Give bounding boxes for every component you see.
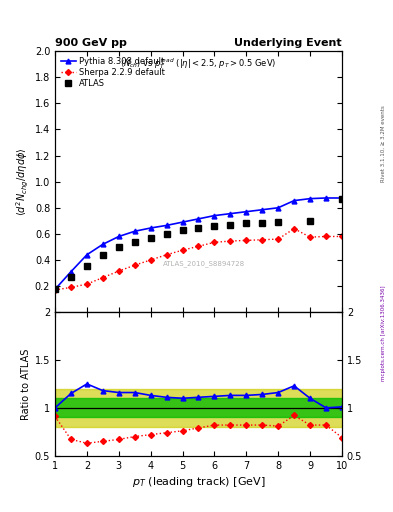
Text: $\langle N_{ch}\rangle$ vs $p_T^{lead}$ ($|\eta| < 2.5$, $p_T > 0.5$ GeV): $\langle N_{ch}\rangle$ vs $p_T^{lead}$ … [120, 56, 277, 71]
Text: ATLAS_2010_S8894728: ATLAS_2010_S8894728 [163, 260, 245, 267]
Text: Underlying Event: Underlying Event [234, 38, 342, 49]
Pythia 8.308 default [116, 233, 121, 240]
Sherpa 2.2.9 default [180, 247, 185, 253]
Text: 900 GeV pp: 900 GeV pp [55, 38, 127, 49]
Pythia 8.308 default [101, 241, 105, 247]
Pythia 8.308 default [84, 252, 89, 258]
Sherpa 2.2.9 default [228, 238, 233, 244]
Pythia 8.308 default [244, 208, 249, 215]
Sherpa 2.2.9 default [53, 287, 57, 293]
Sherpa 2.2.9 default [84, 281, 89, 287]
Sherpa 2.2.9 default [323, 233, 328, 240]
Pythia 8.308 default [69, 269, 73, 275]
Sherpa 2.2.9 default [148, 257, 153, 263]
Sherpa 2.2.9 default [292, 226, 296, 232]
Text: mcplots.cern.ch [arXiv:1306.3436]: mcplots.cern.ch [arXiv:1306.3436] [381, 285, 386, 380]
Pythia 8.308 default [148, 225, 153, 231]
Sherpa 2.2.9 default [212, 239, 217, 245]
Sherpa 2.2.9 default [308, 234, 312, 240]
Pythia 8.308 default [180, 219, 185, 225]
Pythia 8.308 default [132, 228, 137, 234]
Sherpa 2.2.9 default [101, 274, 105, 281]
Sherpa 2.2.9 default [244, 238, 249, 244]
Y-axis label: Ratio to ATLAS: Ratio to ATLAS [20, 348, 31, 420]
Sherpa 2.2.9 default [69, 284, 73, 290]
X-axis label: $p_T$ (leading track) [GeV]: $p_T$ (leading track) [GeV] [132, 475, 265, 489]
Line: Pythia 8.308 default: Pythia 8.308 default [53, 196, 344, 292]
Pythia 8.308 default [212, 212, 217, 219]
Pythia 8.308 default [292, 198, 296, 204]
Legend: Pythia 8.308 default, Sherpa 2.2.9 default, ATLAS: Pythia 8.308 default, Sherpa 2.2.9 defau… [59, 55, 167, 90]
Y-axis label: $\langle d^2 N_{chg}/d\eta d\phi \rangle$: $\langle d^2 N_{chg}/d\eta d\phi \rangle… [15, 147, 31, 216]
Sherpa 2.2.9 default [132, 262, 137, 268]
Pythia 8.308 default [228, 210, 233, 217]
Pythia 8.308 default [276, 205, 281, 211]
Line: Sherpa 2.2.9 default: Sherpa 2.2.9 default [53, 227, 344, 292]
Pythia 8.308 default [340, 195, 344, 201]
Pythia 8.308 default [53, 286, 57, 292]
Sherpa 2.2.9 default [276, 236, 281, 242]
Pythia 8.308 default [196, 216, 201, 222]
Sherpa 2.2.9 default [164, 252, 169, 258]
Pythia 8.308 default [260, 207, 264, 213]
Pythia 8.308 default [323, 195, 328, 201]
Sherpa 2.2.9 default [196, 243, 201, 249]
Pythia 8.308 default [164, 222, 169, 228]
Pythia 8.308 default [308, 196, 312, 202]
Text: Rivet 3.1.10, ≥ 3.2M events: Rivet 3.1.10, ≥ 3.2M events [381, 105, 386, 182]
Sherpa 2.2.9 default [340, 233, 344, 240]
Sherpa 2.2.9 default [116, 268, 121, 274]
Sherpa 2.2.9 default [260, 237, 264, 243]
